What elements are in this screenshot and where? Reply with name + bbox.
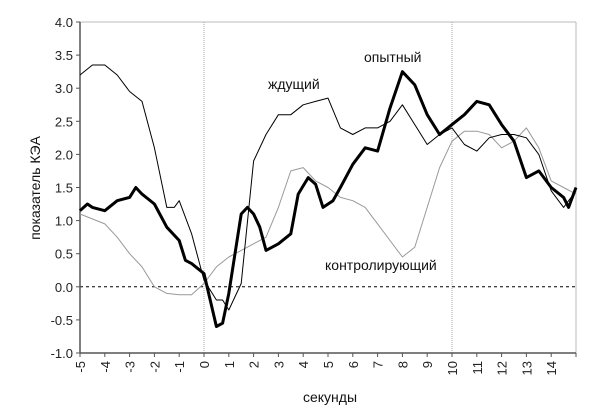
y-tick-label: 0.0 [55,280,73,295]
x-tick-label: 1 [222,361,237,368]
series-line-ждущий [79,64,577,311]
x-tick-label: 12 [495,361,510,375]
x-tick-label: 3 [271,361,286,368]
x-tick-label: 9 [420,361,435,368]
x-tick-label: 8 [395,361,410,368]
y-tick-label: 3.5 [55,48,73,63]
x-tick-label: -2 [147,361,162,373]
x-tick-label: 10 [445,361,460,375]
y-tick-label: 1.5 [55,181,73,196]
x-tick-label: 4 [296,361,311,368]
x-tick-label: -3 [123,361,138,373]
x-tick-label: 2 [247,361,262,368]
x-tick-label: 7 [371,361,386,368]
y-tick-label: 3.0 [55,81,73,96]
y-tick-label: 1.0 [55,214,73,229]
y-tick-label: 4.0 [55,15,73,30]
series-label-controlling: контролирующий [325,257,437,273]
y-tick-label: -0.5 [51,313,73,328]
x-tick-label: -5 [73,361,88,373]
x-tick-label: -1 [172,361,187,373]
x-tick-label: 13 [519,361,534,375]
series-label-experienced: опытный [364,49,421,65]
y-tick-label: 2.0 [55,147,73,162]
series-line-контролирующий [79,127,577,296]
y-tick-label: -1.0 [51,346,73,361]
x-axis-label: секунды [303,389,357,405]
x-tick-label: 6 [346,361,361,368]
y-tick-label: 2.5 [55,114,73,129]
series-label-waiting: ждущий [268,76,320,92]
x-tick-label: 5 [321,361,336,368]
x-tick-label: 11 [470,361,485,375]
x-tick-label: 0 [197,361,212,368]
x-tick-label: -4 [98,361,113,373]
x-tick-label: 14 [544,361,559,375]
y-axis-label: показатель КЭА [27,135,43,239]
y-tick-label: 0.5 [55,247,73,262]
series-line-опытный [78,70,578,328]
